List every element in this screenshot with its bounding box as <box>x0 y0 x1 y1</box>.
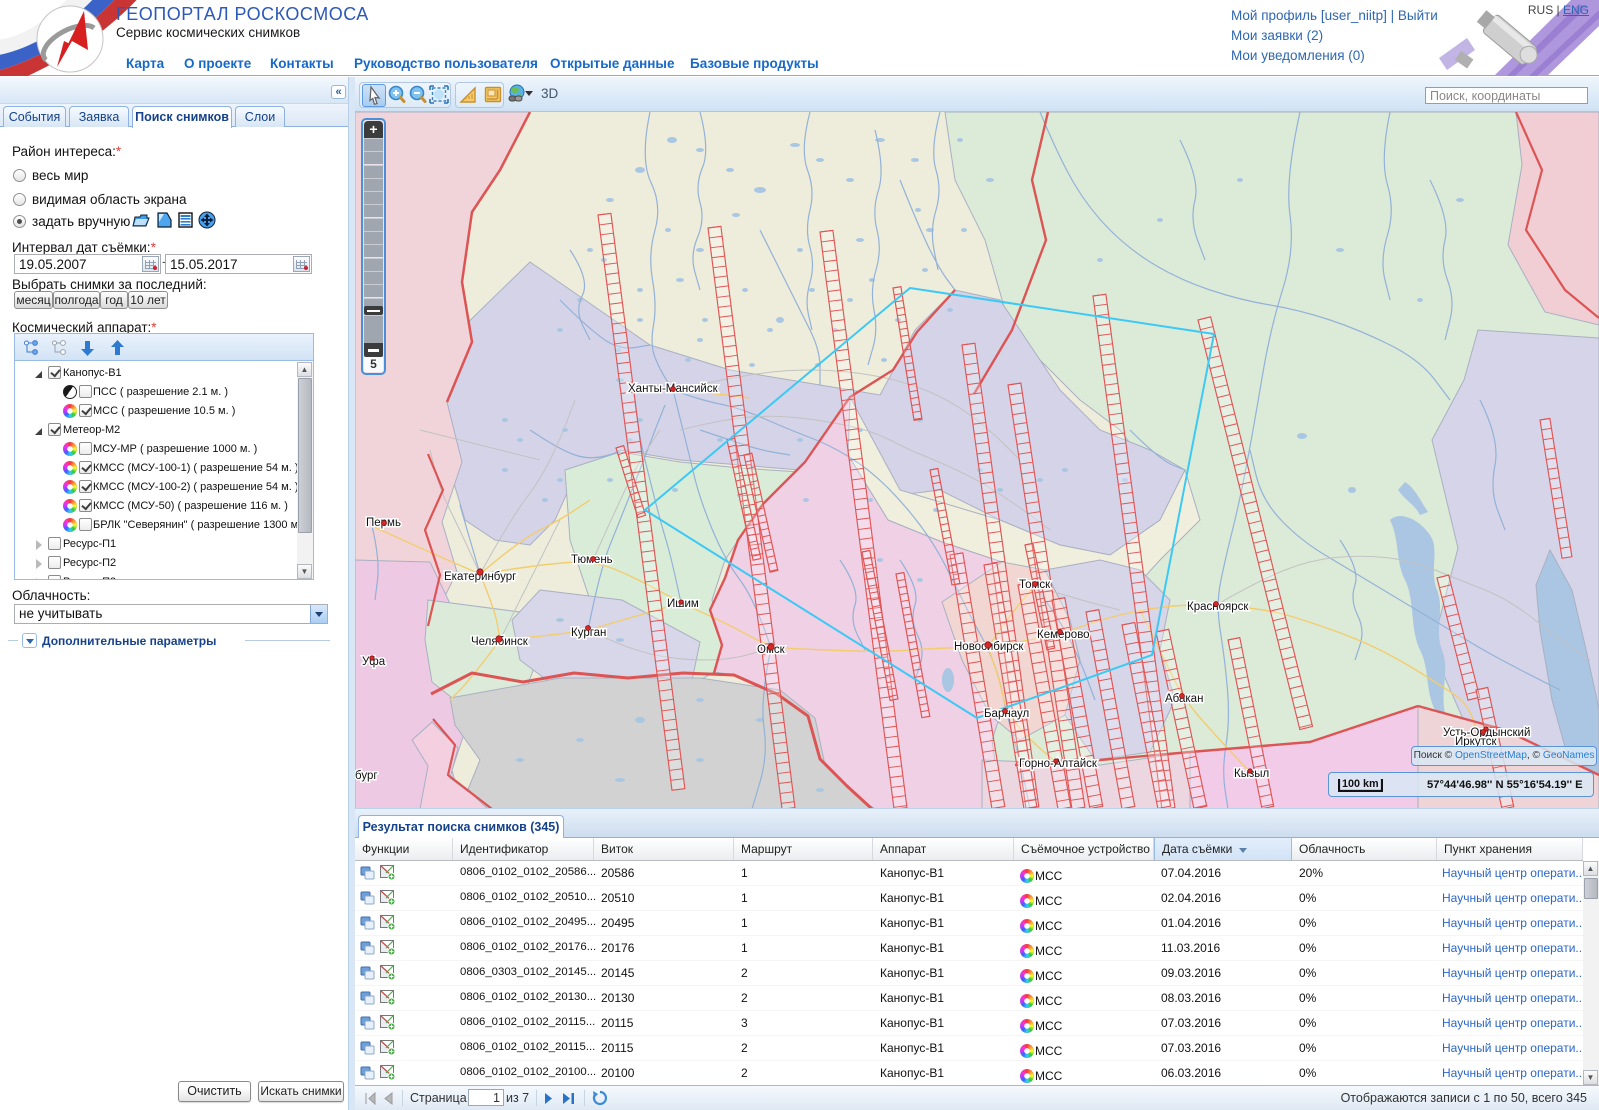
svg-text:Ишим: Ишим <box>667 598 699 610</box>
svg-text:Абакан: Абакан <box>1165 693 1203 705</box>
svg-text:Иркутск: Иркутск <box>1455 736 1497 748</box>
svg-text:Кемерово: Кемерово <box>1037 629 1090 641</box>
svg-text:Барнаул: Барнаул <box>984 708 1029 720</box>
svg-text:Усть-Ордынский: Усть-Ордынский <box>1443 727 1530 739</box>
svg-text:Уфа: Уфа <box>362 656 386 668</box>
svg-text:бург: бург <box>355 770 378 782</box>
svg-text:Курган: Курган <box>571 627 606 639</box>
svg-text:Кызыл: Кызыл <box>1234 768 1269 780</box>
svg-text:Красноярск: Красноярск <box>1187 601 1249 613</box>
svg-text:Екатеринбург: Екатеринбург <box>444 571 516 583</box>
svg-text:Горно-Алтайск: Горно-Алтайск <box>1019 758 1098 770</box>
